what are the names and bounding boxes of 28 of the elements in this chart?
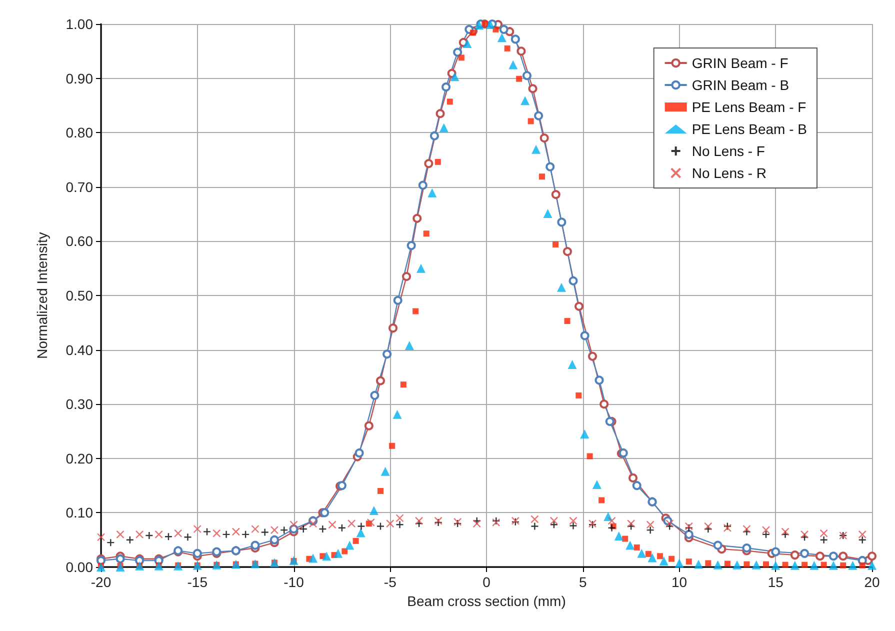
x-tick-label: -15 — [187, 574, 208, 590]
y-tick-label: 1.00 — [66, 16, 94, 32]
y-tick-label: 0.40 — [66, 342, 94, 358]
y-tick-label: 0.20 — [66, 450, 94, 466]
legend-label: GRIN Beam - B — [692, 77, 790, 93]
x-tick-label: 15 — [768, 574, 784, 590]
y-tick-label: 0.70 — [66, 178, 94, 195]
x-tick-label: -20 — [90, 574, 112, 590]
x-tick-label: -10 — [284, 574, 304, 590]
x-tick-label: 20 — [864, 574, 880, 590]
x-tick-label: 0 — [482, 574, 491, 590]
y-tick-label: 0.60 — [66, 233, 94, 250]
y-tick-label: 0.50 — [66, 288, 94, 304]
y-axis-title: Normalized Intensity — [34, 232, 50, 359]
y-tick-label: 0.30 — [66, 396, 94, 412]
y-tick-label: 0.10 — [66, 504, 94, 521]
legend-label: PE Lens Beam - F — [692, 99, 806, 115]
x-tick-label: -5 — [384, 574, 397, 590]
y-tick-label: 0.00 — [66, 559, 94, 575]
legend-label: No Lens - F — [692, 143, 765, 159]
x-tick-label: 10 — [671, 574, 688, 590]
y-tick-label: 0.80 — [66, 124, 94, 141]
legend-label: PE Lens Beam - B — [692, 121, 808, 137]
legend-label: GRIN Beam - F — [692, 55, 788, 71]
y-tick-label: 0.90 — [66, 70, 94, 86]
x-tick-label: 5 — [578, 574, 587, 590]
x-axis-title: Beam cross section (mm) — [407, 592, 566, 609]
legend-label: No Lens - R — [692, 165, 767, 181]
